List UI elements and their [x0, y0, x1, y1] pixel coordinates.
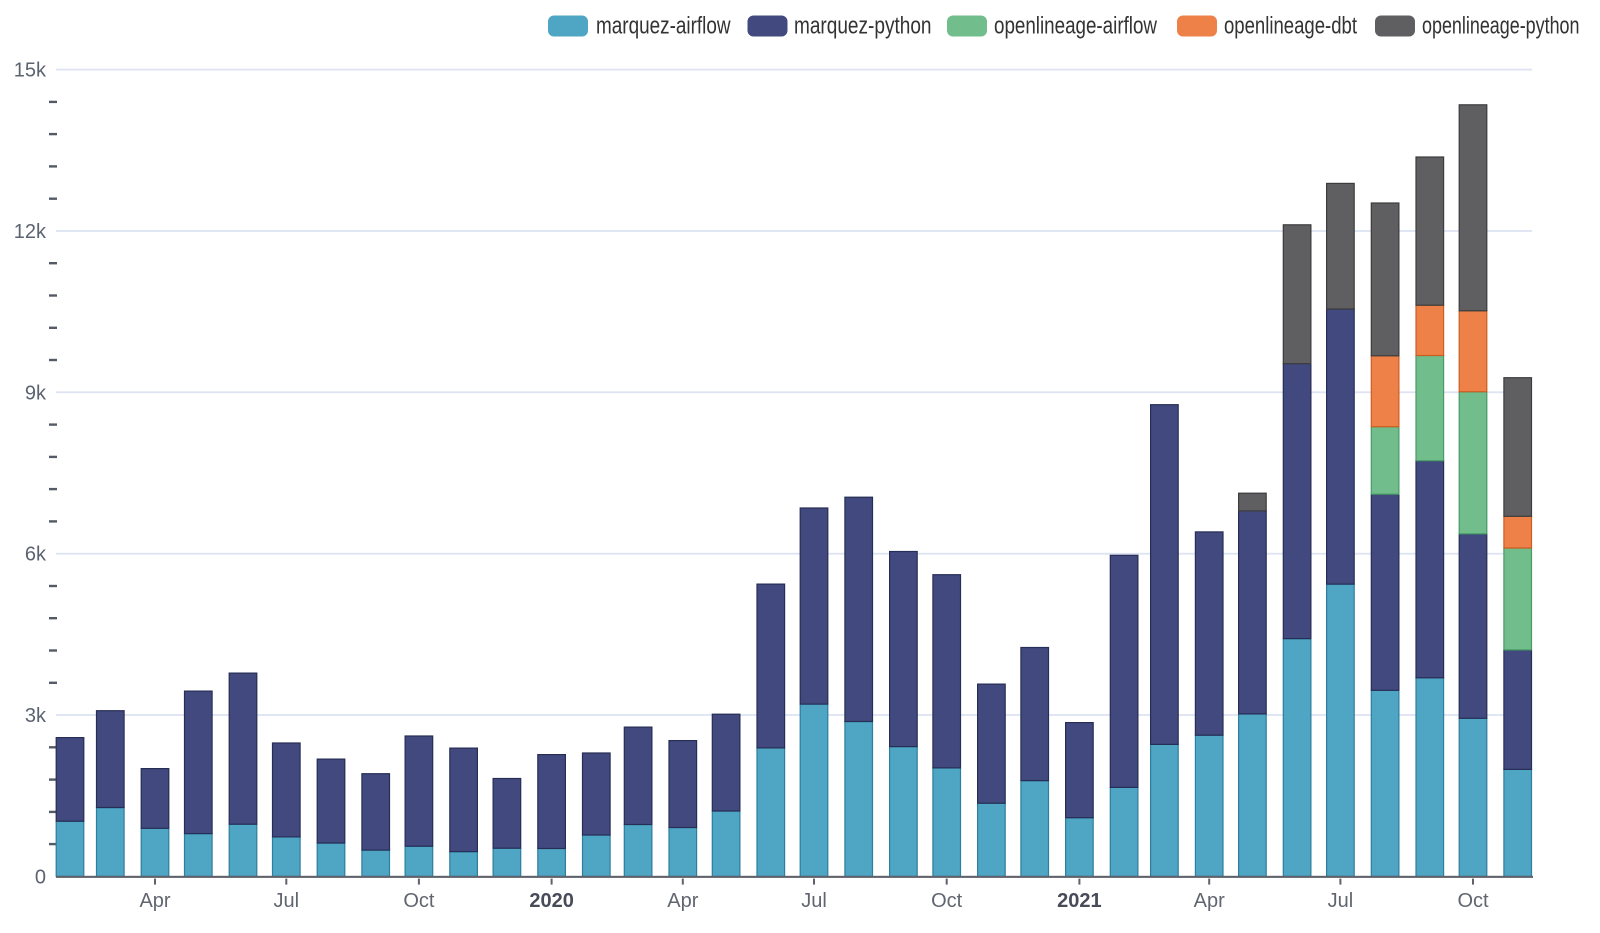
svg-text:9k: 9k: [25, 382, 47, 404]
svg-text:Apr: Apr: [139, 890, 170, 912]
svg-text:2021: 2021: [1057, 890, 1102, 912]
svg-text:marquez-airflow: marquez-airflow: [596, 13, 731, 40]
svg-text:15k: 15k: [14, 60, 47, 82]
svg-text:2020: 2020: [529, 890, 574, 912]
svg-text:3k: 3k: [25, 705, 47, 727]
svg-text:12k: 12k: [14, 221, 47, 243]
svg-text:openlineage-airflow: openlineage-airflow: [994, 13, 1158, 40]
svg-text:Jul: Jul: [801, 890, 827, 912]
svg-text:Apr: Apr: [1194, 890, 1225, 912]
svg-text:marquez-python: marquez-python: [794, 13, 932, 40]
svg-text:0: 0: [35, 866, 46, 888]
svg-text:Jul: Jul: [274, 890, 300, 912]
svg-text:Oct: Oct: [403, 890, 435, 912]
svg-text:Jul: Jul: [1328, 890, 1354, 912]
svg-text:openlineage-python: openlineage-python: [1422, 13, 1580, 40]
svg-text:Oct: Oct: [1457, 890, 1489, 912]
svg-text:Apr: Apr: [667, 890, 698, 912]
svg-text:6k: 6k: [25, 544, 47, 566]
svg-text:openlineage-dbt: openlineage-dbt: [1224, 13, 1357, 40]
svg-text:Oct: Oct: [931, 890, 963, 912]
